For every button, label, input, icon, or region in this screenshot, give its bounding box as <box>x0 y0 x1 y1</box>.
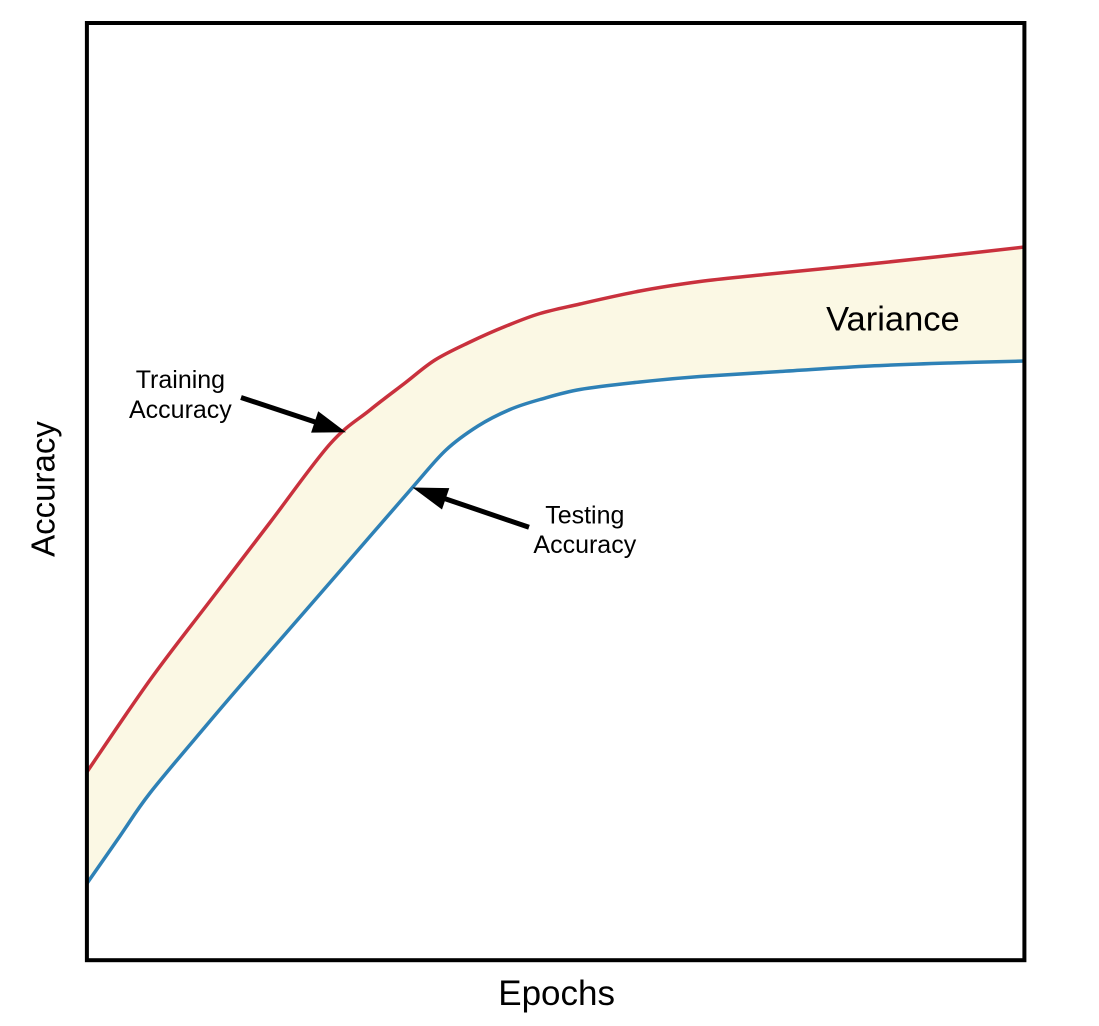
svg-text:Training: Training <box>136 366 225 394</box>
svg-text:Accuracy: Accuracy <box>129 396 232 424</box>
svg-text:Accuracy: Accuracy <box>533 531 636 559</box>
svg-text:Accuracy: Accuracy <box>25 421 62 557</box>
svg-text:Testing: Testing <box>545 501 624 529</box>
svg-text:Variance: Variance <box>826 300 960 338</box>
svg-text:Epochs: Epochs <box>498 974 615 1013</box>
